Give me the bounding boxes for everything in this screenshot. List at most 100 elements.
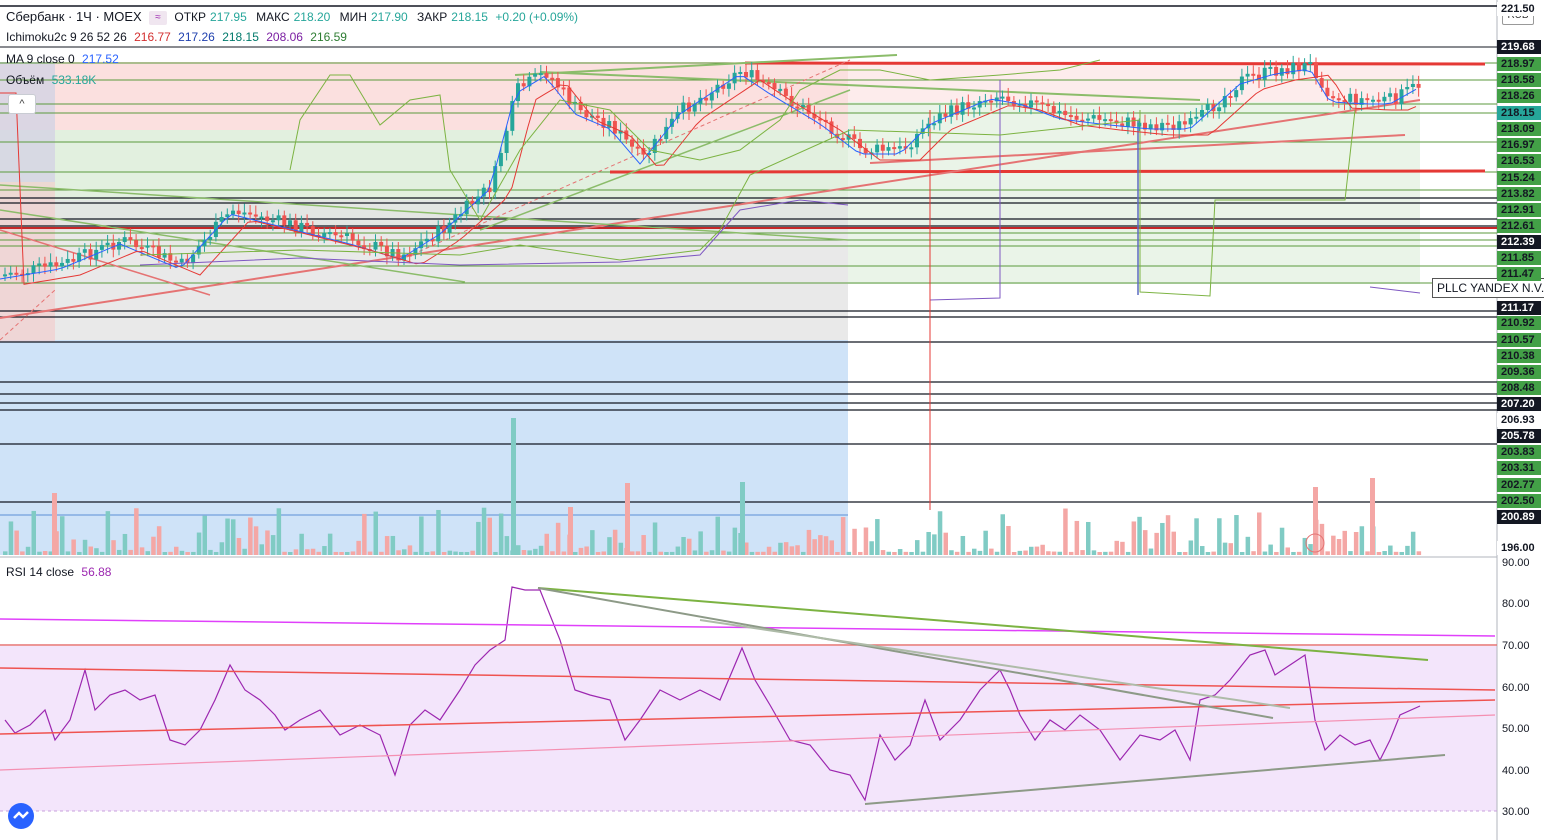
- ichimoku-legend[interactable]: Ichimoku2c 9 26 52 26 216.77 217.26 218.…: [6, 30, 351, 44]
- volume-bar: [1325, 551, 1330, 555]
- volume-bar: [1068, 551, 1074, 555]
- high-label: МАКС: [256, 10, 290, 24]
- candle: [1279, 68, 1284, 76]
- candle: [897, 146, 902, 149]
- volume-bar: [1388, 545, 1393, 555]
- rsi-trend-line: [0, 667, 1496, 691]
- price-axis-label: 216.97: [1497, 138, 1541, 152]
- candle: [766, 82, 771, 85]
- candle: [977, 101, 982, 108]
- tradingview-logo-icon[interactable]: [8, 803, 34, 829]
- candle: [994, 97, 999, 102]
- candle: [1245, 73, 1250, 77]
- candle: [1131, 117, 1136, 127]
- low-label: МИН: [339, 10, 367, 24]
- volume-bar: [932, 534, 937, 555]
- candle: [1046, 104, 1051, 107]
- candle: [1296, 62, 1301, 72]
- symbol-title[interactable]: Сбербанк · 1Ч · MOEX: [6, 9, 142, 24]
- candle: [1393, 93, 1398, 105]
- volume-bar: [162, 551, 168, 555]
- volume-bar: [732, 527, 738, 555]
- volume-bar: [191, 551, 196, 555]
- volume-bar: [1353, 531, 1359, 555]
- price-axis-label: 219.68: [1497, 40, 1541, 54]
- volume-bar: [772, 551, 777, 555]
- candle: [1051, 106, 1056, 114]
- candle: [493, 166, 498, 193]
- candle: [624, 130, 629, 140]
- candle: [704, 97, 709, 101]
- open-label: ОТКР: [174, 10, 207, 24]
- candle: [595, 115, 600, 118]
- candle: [3, 274, 7, 277]
- candle: [88, 249, 93, 260]
- collapse-legend-button[interactable]: ^: [8, 94, 36, 114]
- candle: [1336, 98, 1341, 101]
- volume-bar: [459, 551, 464, 555]
- volume-bar: [122, 533, 128, 555]
- candle: [1205, 104, 1210, 110]
- candle: [82, 249, 87, 253]
- candle: [139, 247, 144, 250]
- volume-legend[interactable]: Объём 533.18K: [6, 73, 100, 87]
- volume-bar: [789, 546, 795, 555]
- volume-bar: [625, 483, 630, 555]
- ichimoku-v2: 217.26: [178, 30, 215, 44]
- volume-bar: [276, 508, 282, 555]
- candle: [362, 245, 367, 250]
- candle: [1194, 116, 1199, 119]
- candle: [1091, 115, 1096, 119]
- volume-bar: [1268, 544, 1273, 555]
- rsi-legend[interactable]: RSI 14 close 56.88: [6, 565, 115, 579]
- volume-bar: [578, 547, 584, 555]
- candle: [966, 102, 971, 109]
- candle: [71, 258, 76, 262]
- candle: [1108, 119, 1113, 122]
- volume-bar: [1410, 531, 1416, 555]
- volume-bar: [863, 527, 869, 555]
- volume-bar: [511, 418, 516, 555]
- candle: [122, 237, 127, 243]
- price-axis-label: 211.85: [1497, 251, 1541, 265]
- candle: [1188, 118, 1193, 125]
- volume-bar: [1331, 535, 1336, 555]
- volume-bar: [641, 535, 646, 555]
- volume-bar: [1143, 530, 1148, 555]
- candle: [1222, 95, 1227, 108]
- volume-bar: [778, 542, 783, 555]
- candle: [1405, 86, 1410, 90]
- candle: [954, 105, 959, 115]
- candle: [1331, 96, 1336, 99]
- candle: [1137, 122, 1142, 127]
- candle: [384, 245, 389, 257]
- candle: [1080, 119, 1085, 122]
- volume-bar: [1359, 526, 1365, 555]
- candle: [1399, 89, 1404, 105]
- volume-bar: [1080, 550, 1085, 555]
- candle: [419, 241, 424, 249]
- volume-bar: [105, 511, 111, 555]
- price-axis-label: 212.91: [1497, 203, 1541, 217]
- compare-icon[interactable]: ≈: [149, 10, 168, 25]
- candle: [932, 123, 937, 126]
- volume-bar: [721, 550, 726, 555]
- volume-bar: [151, 536, 156, 555]
- candle: [299, 222, 304, 233]
- volume-bar: [82, 539, 88, 555]
- price-axis-label: 212.39: [1497, 235, 1541, 249]
- candle: [413, 248, 418, 255]
- candle: [1251, 73, 1256, 76]
- volume-value: 533.18K: [51, 73, 97, 87]
- volume-bar: [1239, 551, 1245, 555]
- candle: [527, 76, 532, 87]
- low-value: 217.90: [370, 10, 408, 24]
- candle: [669, 118, 674, 127]
- ma-legend[interactable]: MA 9 close 0 217.52: [6, 52, 123, 66]
- volume-bar: [892, 552, 897, 555]
- volume-bar: [983, 530, 988, 555]
- candle: [402, 254, 406, 261]
- volume-bar: [464, 552, 470, 555]
